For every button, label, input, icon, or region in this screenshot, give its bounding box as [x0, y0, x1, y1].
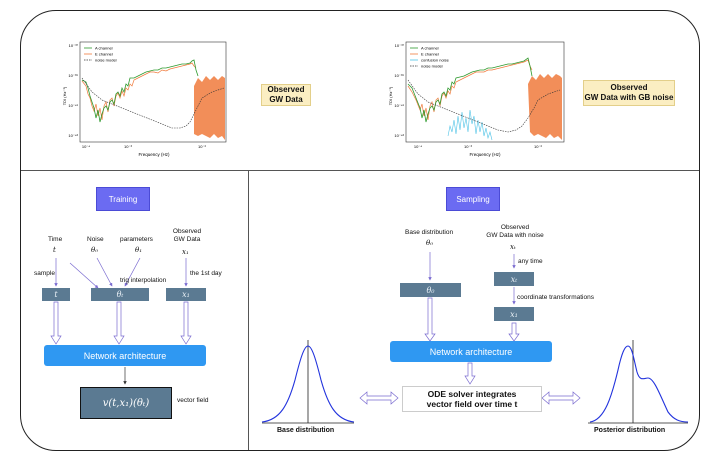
hollow-arrow-x1-s	[508, 322, 520, 342]
diagram-frame	[20, 10, 700, 451]
node-theta0: θ₀	[400, 283, 461, 297]
coordinate-transformations-label: coordinate transformations	[517, 294, 594, 301]
base-distribution-caption: Base distribution	[277, 427, 335, 434]
hollow-arrow-t	[50, 301, 62, 345]
plot1-xtick: 10⁻³	[124, 144, 133, 149]
base-distribution-symbol: θ₀	[426, 239, 434, 247]
parameters-label: parameters	[120, 236, 153, 243]
sampling-network-architecture: Network architecture	[390, 341, 552, 362]
plot2-noise-model	[407, 79, 561, 133]
arrow-theta0-to-thetat	[96, 257, 113, 287]
base-distribution-label: Base distribution	[405, 229, 454, 236]
hollow-arrow-thetat	[113, 301, 125, 345]
plot1-ytick: 10⁻³⁹	[68, 73, 78, 78]
observed-gw-data-box: Observed GW Data	[261, 84, 311, 106]
plot2-legend-e: E channel	[421, 52, 439, 57]
hollow-arrow-theta0	[424, 297, 436, 342]
plot1-noise-model	[81, 77, 225, 129]
node-x1-sampling: x₁	[494, 307, 534, 321]
plot1-a-channel	[81, 59, 199, 123]
plot2-ytick: 10⁻³⁹	[394, 73, 404, 78]
plot2-ytick: 10⁻⁴¹	[394, 103, 404, 108]
plot1-xlabel: Frequency (Hz)	[138, 152, 170, 157]
trig-interpolation-label: trig interpolation	[120, 277, 167, 284]
parameters-symbol: θ₁	[135, 246, 143, 254]
vertical-divider	[248, 171, 249, 450]
vector-field-box: v(t,x₁)(θₜ)	[80, 387, 172, 419]
box1-line1: Observed	[267, 85, 305, 94]
horizontal-divider	[21, 170, 699, 171]
plot1-legend-noise: noise model	[95, 58, 117, 63]
posterior-distribution-caption: Posterior distribution	[594, 427, 666, 434]
plot2-ylabel: TDI (Hz⁻¹)	[388, 86, 393, 105]
ode-line2: vector field over time t	[426, 399, 518, 409]
plot1-e-channel	[81, 62, 197, 121]
vector-field-label: vector field	[177, 397, 209, 404]
plot1-e-band	[194, 76, 225, 140]
hollow-arrow-x1	[180, 301, 192, 345]
training-network-architecture: Network architecture	[44, 345, 206, 366]
ode-line1: ODE solver integrates	[427, 389, 517, 399]
base-distribution-curve	[261, 345, 355, 423]
arrow-t-to-thetat	[69, 262, 99, 289]
noise-label: Noise	[87, 236, 104, 243]
node-x1: x₁	[166, 288, 206, 301]
plot1-xtick: 10⁻⁴	[82, 144, 91, 149]
node-t: t	[42, 288, 70, 301]
node-theta-t: θₜ	[91, 288, 149, 301]
time-symbol: t	[53, 246, 56, 254]
box1-line2: GW Data	[269, 95, 303, 104]
box2-line2: GW Data with GB noise	[584, 93, 674, 102]
arrow-theta1-to-thetat	[124, 257, 141, 287]
any-time-label: any time	[518, 258, 543, 265]
box2-line1: Observed	[610, 83, 648, 92]
plot2-confusion-noise	[447, 109, 493, 141]
spectrum-plot-gb-noise: 10⁻³⁷ 10⁻³⁹ 10⁻⁴¹ 10⁻⁴³ TDI (Hz⁻¹) 10⁻⁴ …	[388, 41, 565, 157]
plot1-legend-e: E channel	[95, 52, 113, 57]
observed-gw-data-gb-noise-box: Observed GW Data with GB noise	[583, 80, 675, 106]
plot2-ytick: 10⁻³⁷	[395, 43, 405, 48]
node-xt: xₜ	[494, 272, 534, 286]
plot2-xtick: 10⁻³	[464, 144, 473, 149]
plot1-ytick: 10⁻⁴³	[68, 133, 78, 138]
observed-symbol: x₁	[182, 248, 189, 256]
plot2-ytick: 10⁻⁴³	[394, 133, 404, 138]
plot1-xtick: 10⁻²	[198, 144, 207, 149]
plot2-a-channel	[407, 57, 533, 123]
plot2-xtick: 10⁻²	[534, 144, 543, 149]
sample-label: sample	[34, 270, 55, 277]
double-arrow-right	[541, 391, 581, 405]
observed-label: Observed GW Data	[172, 228, 202, 243]
plot1-ytick: 10⁻³⁷	[69, 43, 79, 48]
sampling-observed-label: Observed GW Data with noise	[486, 224, 544, 239]
plot2-legend-a: A channel	[421, 46, 439, 51]
plot2-legend-noise: noise model	[421, 64, 443, 69]
double-arrow-left	[359, 391, 399, 405]
plot2-xlabel: Frequency (Hz)	[469, 152, 501, 157]
hollow-arrow-network-to-ode	[464, 362, 476, 385]
sampling-observed-symbol: xₜ	[510, 243, 516, 251]
first-day-label: the 1st day	[190, 270, 222, 277]
training-title: Training	[96, 187, 150, 211]
sampling-title: Sampling	[446, 187, 500, 211]
plot2-e-band	[528, 74, 562, 140]
plot1-ytick: 10⁻⁴¹	[68, 103, 78, 108]
posterior-distribution-curve	[589, 345, 689, 423]
noise-symbol: θ₀	[91, 246, 99, 254]
plot1-legend-a: A channel	[95, 46, 113, 51]
ode-solver-box: ODE solver integrates vector field over …	[402, 386, 542, 412]
spectrum-plot-observed: 10⁻³⁷ 10⁻³⁹ 10⁻⁴¹ 10⁻⁴³ TDI (Hz⁻¹) 10⁻⁴ …	[62, 41, 227, 157]
plot2-legend-confusion: confusion noise	[421, 58, 450, 63]
time-label: Time	[48, 236, 63, 243]
plot1-ylabel: TDI (Hz⁻¹)	[62, 86, 67, 105]
plot2-xtick: 10⁻⁴	[414, 144, 423, 149]
plot2-e-channel	[407, 59, 533, 121]
